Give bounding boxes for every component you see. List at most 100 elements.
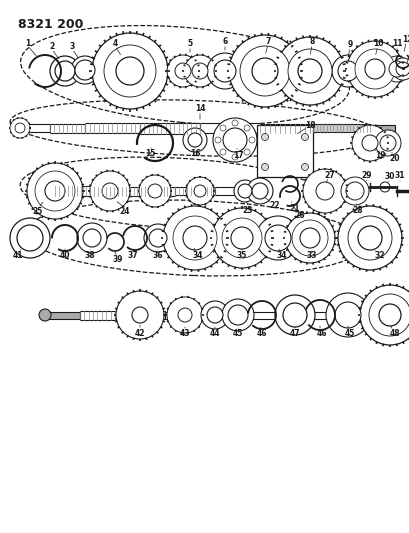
Text: 38: 38	[85, 251, 95, 260]
Circle shape	[301, 164, 308, 171]
Text: 16: 16	[189, 149, 200, 157]
Circle shape	[345, 182, 363, 200]
Text: 46: 46	[256, 328, 267, 337]
Circle shape	[229, 35, 300, 107]
Circle shape	[35, 171, 75, 211]
Text: 20: 20	[389, 154, 399, 163]
Circle shape	[186, 177, 213, 205]
Circle shape	[173, 216, 216, 260]
Circle shape	[325, 293, 369, 337]
Text: 48: 48	[389, 328, 399, 337]
Circle shape	[231, 120, 237, 126]
Circle shape	[116, 57, 144, 85]
Circle shape	[361, 135, 377, 151]
Text: 10: 10	[372, 38, 382, 47]
Text: 13: 13	[407, 39, 409, 49]
Circle shape	[337, 206, 401, 270]
Polygon shape	[45, 311, 80, 319]
Polygon shape	[164, 311, 394, 319]
Circle shape	[252, 183, 267, 199]
Text: 1: 1	[25, 38, 31, 47]
Circle shape	[116, 291, 164, 339]
Circle shape	[231, 154, 237, 160]
Polygon shape	[214, 187, 239, 195]
Circle shape	[227, 305, 247, 325]
Circle shape	[17, 225, 43, 251]
Circle shape	[221, 299, 254, 331]
Text: 39: 39	[112, 254, 123, 263]
Circle shape	[213, 60, 236, 82]
Circle shape	[75, 60, 95, 80]
Circle shape	[261, 164, 268, 171]
Circle shape	[274, 295, 314, 335]
Circle shape	[104, 45, 155, 97]
Circle shape	[71, 56, 99, 84]
Circle shape	[291, 220, 327, 256]
Circle shape	[222, 128, 246, 152]
Circle shape	[297, 59, 321, 83]
Circle shape	[188, 133, 202, 147]
Text: 21: 21	[289, 204, 299, 213]
Circle shape	[221, 218, 261, 258]
FancyBboxPatch shape	[256, 125, 312, 177]
Text: 45: 45	[344, 328, 354, 337]
Circle shape	[77, 223, 107, 253]
Circle shape	[144, 224, 172, 252]
Polygon shape	[80, 311, 115, 319]
Text: 33: 33	[306, 251, 317, 260]
Circle shape	[374, 130, 400, 156]
Circle shape	[45, 181, 65, 201]
Text: 44: 44	[209, 328, 220, 337]
Polygon shape	[130, 187, 175, 196]
Text: 25: 25	[33, 206, 43, 215]
Polygon shape	[85, 123, 139, 133]
Circle shape	[255, 216, 299, 260]
Circle shape	[388, 61, 404, 77]
Text: 43: 43	[179, 328, 190, 337]
Circle shape	[92, 33, 168, 109]
Circle shape	[243, 125, 249, 131]
Circle shape	[193, 185, 205, 197]
Circle shape	[139, 175, 171, 207]
Circle shape	[261, 133, 268, 141]
Circle shape	[10, 118, 30, 138]
Circle shape	[200, 301, 229, 329]
Circle shape	[166, 55, 198, 87]
Text: 17: 17	[232, 150, 243, 159]
Text: 6: 6	[222, 36, 227, 45]
Polygon shape	[50, 124, 85, 133]
Text: 14: 14	[194, 103, 205, 112]
Circle shape	[220, 149, 225, 155]
Text: 28: 28	[352, 206, 362, 214]
Circle shape	[337, 61, 357, 81]
Circle shape	[351, 125, 387, 161]
Text: 42: 42	[135, 328, 145, 337]
Circle shape	[178, 308, 191, 322]
Circle shape	[282, 303, 306, 327]
Circle shape	[331, 55, 363, 87]
Circle shape	[234, 180, 255, 202]
Text: 37: 37	[127, 251, 138, 260]
Text: 29: 29	[361, 171, 371, 180]
Circle shape	[315, 182, 333, 200]
Polygon shape	[115, 311, 164, 319]
Circle shape	[182, 226, 207, 250]
Text: 40: 40	[60, 251, 70, 260]
Text: 24: 24	[119, 206, 130, 215]
Circle shape	[359, 285, 409, 345]
Text: 22: 22	[269, 200, 280, 209]
Text: 8: 8	[308, 36, 314, 45]
Text: 19: 19	[374, 150, 384, 159]
Circle shape	[83, 229, 101, 247]
Circle shape	[334, 302, 360, 328]
Circle shape	[102, 183, 118, 199]
Circle shape	[354, 49, 394, 89]
Circle shape	[364, 59, 384, 79]
Circle shape	[163, 206, 227, 270]
Text: 35: 35	[236, 251, 247, 260]
Circle shape	[299, 228, 319, 248]
Polygon shape	[309, 124, 369, 132]
Circle shape	[284, 213, 334, 263]
Circle shape	[214, 137, 220, 143]
Text: 18: 18	[304, 120, 315, 130]
